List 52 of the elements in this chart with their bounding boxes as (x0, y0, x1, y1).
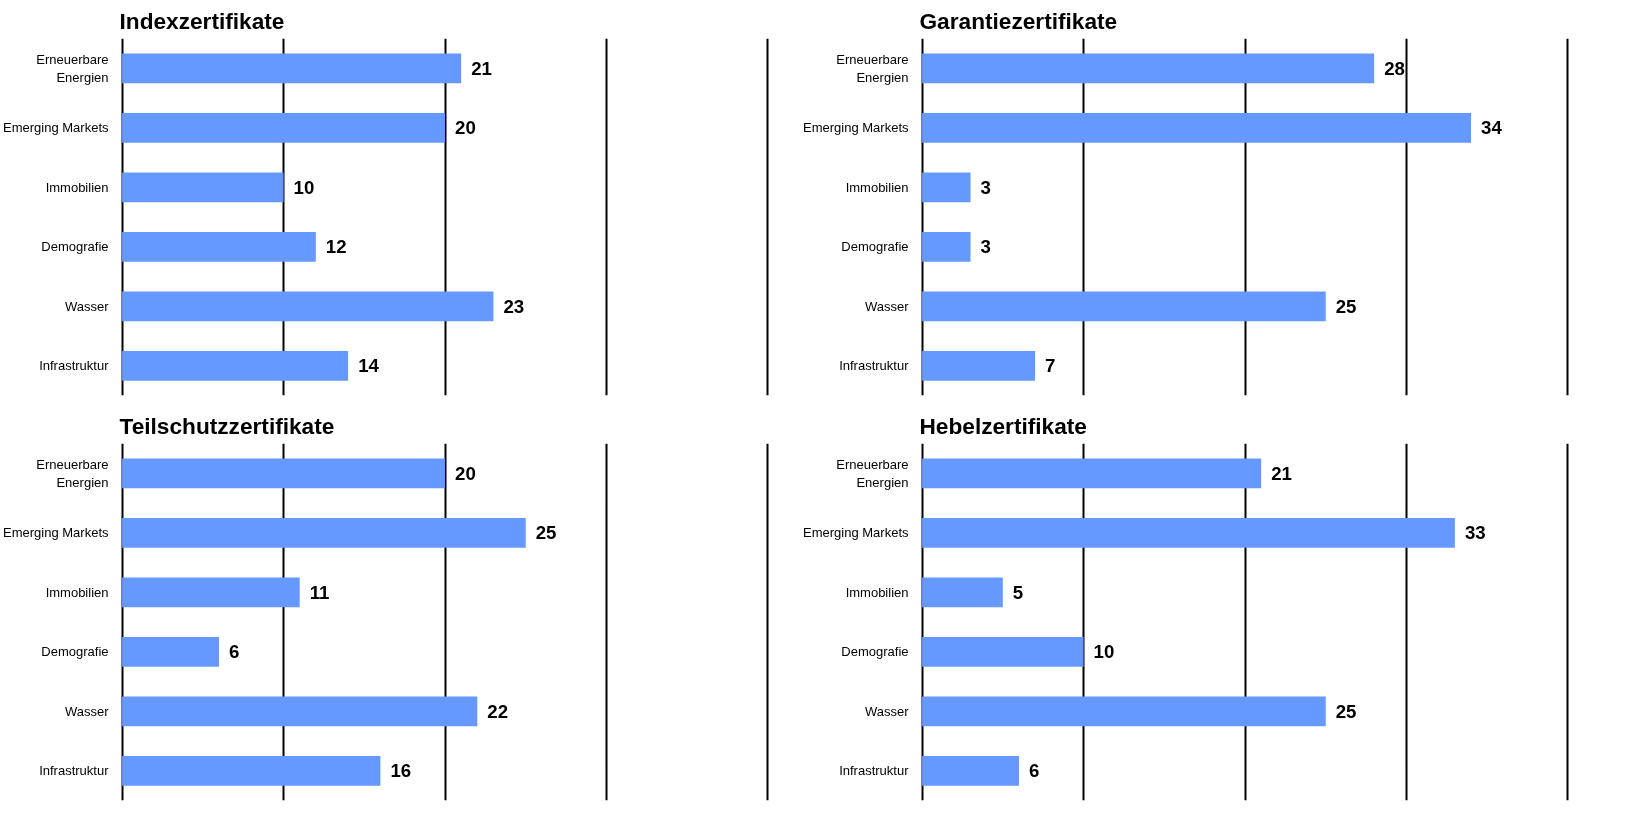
data-label: 11 (309, 581, 330, 603)
y-tick-label: Infrastruktur (39, 763, 110, 779)
data-label: 7 (1045, 355, 1056, 377)
data-label: 14 (358, 355, 380, 377)
y-tick-label: Infrastruktur (39, 358, 110, 374)
data-label: 25 (535, 522, 557, 544)
data-label: 20 (455, 117, 476, 139)
y-tick-label: Infrastruktur (839, 763, 910, 779)
data-label: 16 (390, 760, 412, 782)
data-label: 3 (980, 176, 991, 198)
chart-title: Hebelzertifikate (919, 412, 1087, 439)
y-tick-label: Immobilien (845, 584, 909, 600)
y-tick-label: Erneuerbare Energien (36, 456, 109, 490)
chart-title: Garantiezertifikate (919, 7, 1118, 34)
data-label: 25 (1335, 700, 1357, 722)
data-label: 10 (293, 176, 315, 198)
y-tick-label: Emerging Markets (3, 120, 109, 136)
data-label: 23 (503, 295, 525, 317)
data-label: 34 (1481, 117, 1503, 139)
y-tick-label: Demografie (841, 644, 909, 660)
chart-title: Teilschutzzertifikate (119, 412, 335, 439)
y-tick-label: Wasser (64, 703, 110, 719)
data-label: 22 (487, 700, 509, 722)
y-tick-label: Erneuerbare Energien (836, 51, 909, 85)
y-tick-label: Immobilien (45, 179, 109, 195)
y-tick-label: Infrastruktur (839, 358, 910, 374)
y-tick-label: Erneuerbare Energien (36, 51, 109, 85)
y-tick-label: Demografie (841, 239, 909, 255)
chart-title: Indexzertifikate (119, 7, 285, 34)
y-tick-label: Wasser (64, 298, 110, 314)
data-label: 6 (1028, 760, 1040, 782)
data-label: 6 (228, 641, 240, 663)
data-label: 3 (980, 236, 991, 258)
y-tick-label: Emerging Markets (3, 525, 109, 541)
data-label: 33 (1464, 522, 1486, 544)
y-tick-label: Emerging Markets (803, 525, 909, 541)
y-tick-label: Immobilien (45, 584, 109, 600)
data-label: 12 (325, 236, 347, 258)
data-label: 10 (1093, 641, 1115, 663)
y-tick-label: Erneuerbare Energien (836, 456, 909, 490)
data-label: 5 (1012, 581, 1024, 603)
data-label: 25 (1335, 295, 1357, 317)
data-label: 20 (455, 462, 476, 484)
y-tick-label: Demografie (41, 644, 109, 660)
y-tick-label: Emerging Markets (803, 120, 909, 136)
y-tick-label: Immobilien (845, 179, 909, 195)
data-label: 28 (1384, 57, 1405, 79)
data-label: 21 (1271, 462, 1292, 484)
data-label: 21 (471, 57, 492, 79)
y-tick-label: Demografie (41, 239, 109, 255)
y-tick-label: Wasser (864, 703, 910, 719)
y-tick-label: Wasser (864, 298, 910, 314)
